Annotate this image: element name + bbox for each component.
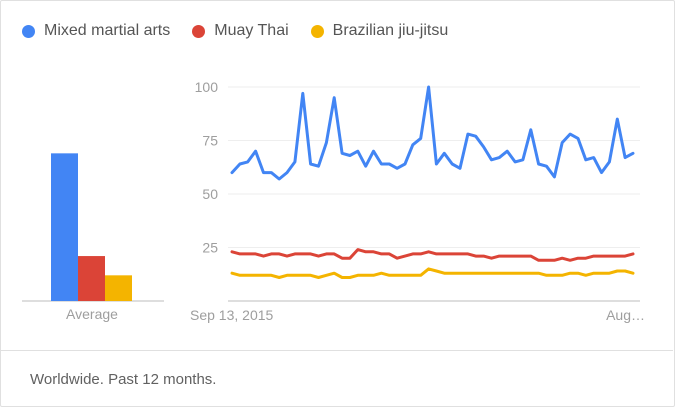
- legend-dot-icon: [22, 24, 35, 38]
- legend: Mixed martial arts Muay Thai Brazilian j…: [22, 14, 448, 48]
- y-tick-label: 50: [202, 186, 218, 202]
- legend-dot-icon: [310, 24, 324, 38]
- average-bar: [78, 256, 105, 301]
- series-line: [230, 267, 635, 279]
- legend-item-muay-thai[interactable]: Muay Thai: [192, 22, 289, 40]
- y-tick-label: 25: [202, 240, 218, 256]
- legend-item-brazilian-jiu-jitsu[interactable]: Brazilian jiu-jitsu: [310, 22, 449, 40]
- trends-chart: Average 25 50 75 100 Sep 13, 2015 Aug…: [22, 79, 645, 323]
- legend-label: Muay Thai: [214, 22, 289, 39]
- average-label: Average: [66, 306, 118, 322]
- legend-label: Brazilian jiu-jitsu: [332, 22, 449, 39]
- average-bar: [105, 275, 132, 301]
- legend-dot-icon: [192, 24, 206, 38]
- y-tick-label: 100: [195, 79, 219, 95]
- series-line: [230, 248, 635, 262]
- footer-caption: Worldwide. Past 12 months.: [30, 371, 217, 388]
- series-line: [230, 85, 635, 181]
- x-tick-label: Sep 13, 2015: [190, 307, 274, 323]
- axis-labels: 25 50 75 100 Sep 13, 2015 Aug…: [190, 79, 645, 323]
- x-tick-label: Aug…: [606, 307, 645, 323]
- y-tick-label: 75: [202, 133, 218, 149]
- footer-divider: [0, 350, 673, 351]
- average-bar-chart: Average: [22, 153, 164, 322]
- line-chart: [230, 85, 635, 279]
- average-bar: [51, 153, 78, 301]
- legend-label: Mixed martial arts: [44, 22, 171, 39]
- legend-item-mixed-martial-arts[interactable]: Mixed martial arts: [22, 22, 170, 40]
